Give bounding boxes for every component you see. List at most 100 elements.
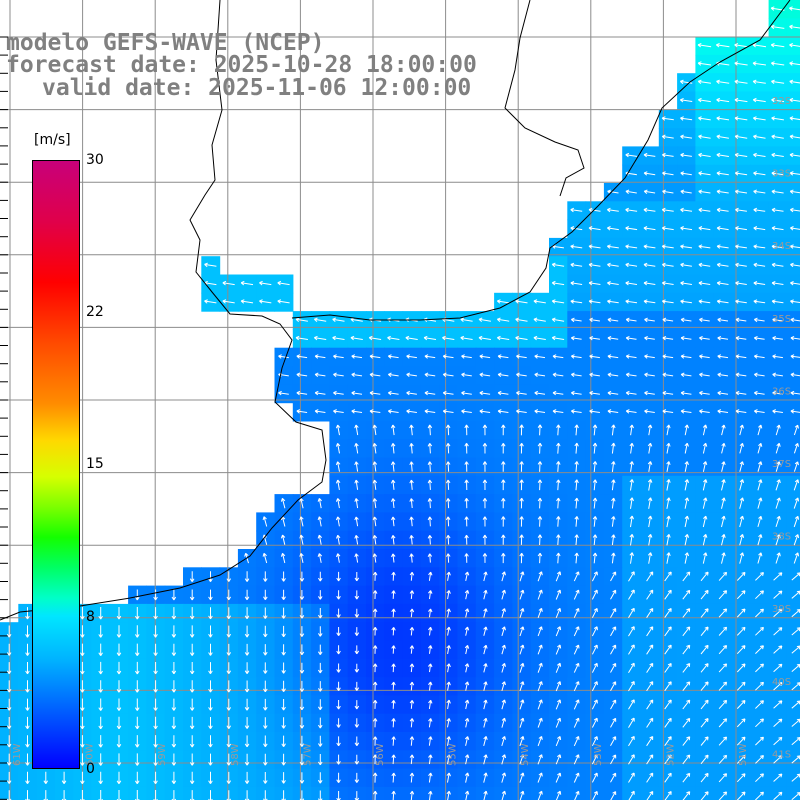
wind-arrow xyxy=(446,736,451,746)
wind-arrow xyxy=(516,372,527,377)
wind-arrow xyxy=(25,607,30,620)
wind-arrow xyxy=(409,461,414,472)
wind-arrow xyxy=(739,534,745,546)
wind-arrow xyxy=(661,226,674,231)
wind-arrow xyxy=(519,754,525,765)
wind-arrow xyxy=(317,626,323,637)
wind-arrow xyxy=(134,735,140,748)
wind-arrow xyxy=(773,791,783,800)
wind-arrow xyxy=(372,442,377,454)
wind-arrow xyxy=(483,699,488,710)
wind-arrow xyxy=(755,590,764,600)
wind-arrow xyxy=(647,442,653,454)
wind-arrow xyxy=(736,663,746,673)
wind-arrow xyxy=(387,354,399,359)
wind-arrow xyxy=(519,790,525,800)
wind-arrow xyxy=(519,608,525,618)
wind-arrow xyxy=(699,335,710,341)
wind-arrow xyxy=(556,552,561,564)
wind-arrow xyxy=(753,372,765,377)
wind-arrow xyxy=(647,515,653,528)
wind-arrow xyxy=(222,299,235,304)
wind-arrow xyxy=(391,681,396,691)
lat-label: 33S xyxy=(772,169,791,180)
wind-arrow xyxy=(482,553,488,563)
wind-arrow xyxy=(610,791,617,800)
wind-arrow xyxy=(679,79,693,85)
wind-arrow xyxy=(573,644,580,655)
wind-arrow xyxy=(445,424,451,436)
wind-arrow xyxy=(555,772,562,783)
wind-arrow xyxy=(556,497,561,509)
wind-arrow xyxy=(664,626,672,637)
wind-arrow xyxy=(428,736,433,746)
wind-arrow xyxy=(552,409,564,414)
wind-arrow xyxy=(98,753,103,766)
wind-arrow xyxy=(773,663,783,673)
wind-arrow xyxy=(647,479,653,491)
wind-arrow xyxy=(372,645,378,654)
wind-arrow xyxy=(698,116,711,121)
wind-arrow xyxy=(98,735,103,748)
wind-arrow xyxy=(716,226,729,231)
wind-arrow xyxy=(372,608,378,618)
wind-arrow xyxy=(793,552,800,564)
wind-arrow xyxy=(533,335,546,341)
wind-arrow xyxy=(483,681,488,691)
wind-arrow xyxy=(647,497,653,509)
wind-arrow xyxy=(646,699,654,710)
wind-arrow xyxy=(483,717,488,728)
wind-arrow xyxy=(647,552,653,564)
wind-arrow xyxy=(698,134,711,139)
colorbar-tick-0: 0 xyxy=(86,761,95,777)
lat-label: 39S xyxy=(772,604,791,615)
wind-arrow xyxy=(570,262,583,268)
wind-arrow xyxy=(770,24,785,30)
wind-arrow xyxy=(189,771,195,784)
wind-arrow xyxy=(336,736,341,747)
wind-arrow xyxy=(501,790,507,800)
wind-arrow xyxy=(537,497,543,509)
wind-arrow xyxy=(698,226,711,231)
wind-arrow xyxy=(589,354,600,359)
wind-arrow xyxy=(390,461,396,472)
wind-arrow xyxy=(134,661,140,675)
wind-arrow xyxy=(734,79,748,84)
wind-arrow xyxy=(666,552,671,564)
wind-arrow xyxy=(772,390,783,396)
wind-arrow xyxy=(753,317,765,323)
wind-arrow xyxy=(573,626,580,637)
wind-arrow xyxy=(354,534,359,545)
wind-arrow xyxy=(537,699,543,710)
lat-label: 38S xyxy=(772,532,791,543)
wind-arrow xyxy=(734,171,748,176)
wind-arrow xyxy=(789,42,800,48)
wind-arrow xyxy=(772,409,783,414)
wind-arrow xyxy=(680,207,693,213)
wind-arrow xyxy=(317,681,323,692)
wind-arrow xyxy=(482,442,488,454)
wind-arrow xyxy=(698,152,711,158)
wind-arrow xyxy=(501,772,507,783)
wind-arrow xyxy=(607,390,619,396)
wind-arrow xyxy=(734,97,748,103)
wind-arrow xyxy=(702,479,708,491)
wind-arrow xyxy=(80,680,85,693)
wind-arrow xyxy=(428,663,433,673)
wind-arrow xyxy=(739,442,744,454)
wind-arrow xyxy=(628,699,635,710)
wind-arrow xyxy=(666,533,671,546)
wind-arrow xyxy=(244,698,250,711)
wind-arrow xyxy=(793,534,800,546)
wind-arrow xyxy=(625,299,638,304)
wind-arrow xyxy=(354,590,360,600)
wind-arrow xyxy=(771,189,784,194)
wind-arrow xyxy=(574,552,579,564)
wind-arrow xyxy=(134,680,140,693)
wind-arrow xyxy=(772,372,783,377)
wind-arrow xyxy=(680,134,693,139)
wind-arrow xyxy=(591,662,598,673)
wind-arrow xyxy=(664,571,672,582)
wind-arrow xyxy=(372,754,378,765)
